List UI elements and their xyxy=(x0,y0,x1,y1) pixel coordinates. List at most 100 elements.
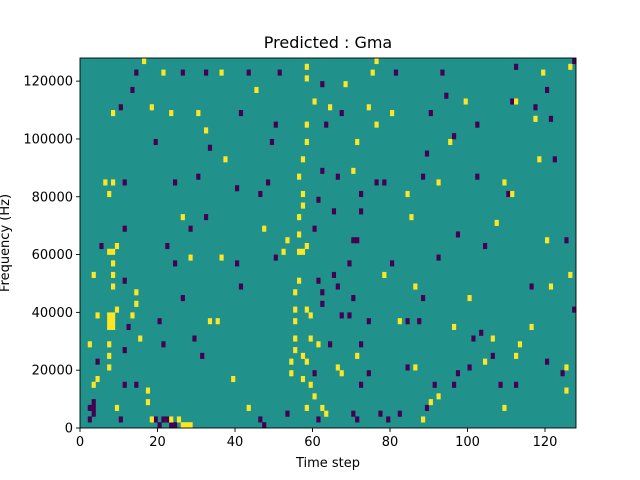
heatmap-cell xyxy=(161,416,166,423)
heatmap-cell xyxy=(448,138,453,146)
heatmap-cell xyxy=(293,318,298,325)
heatmap-cell xyxy=(421,173,426,180)
heatmap-cell xyxy=(300,352,306,359)
heatmap-cell xyxy=(204,127,209,134)
heatmap-cell xyxy=(111,323,116,331)
heatmap-cell xyxy=(204,214,209,221)
heatmap-cell xyxy=(304,358,309,365)
heatmap-cell xyxy=(122,381,127,388)
heatmap-cell xyxy=(285,237,290,244)
heatmap-cell xyxy=(440,69,445,76)
heatmap-cell xyxy=(114,404,120,411)
heatmap-cell xyxy=(107,352,112,359)
heatmap-cell xyxy=(130,312,135,319)
heatmap-cell xyxy=(297,173,302,180)
heatmap-cell xyxy=(436,254,441,261)
heatmap-cell xyxy=(161,69,166,76)
x-tick-label: 20 xyxy=(149,435,166,450)
heatmap-cell xyxy=(111,312,116,319)
heatmap-cell xyxy=(421,416,426,423)
heatmap-cell xyxy=(196,110,201,117)
heatmap-cell xyxy=(304,121,309,128)
heatmap-cell xyxy=(192,335,197,342)
heatmap-cell xyxy=(490,352,495,359)
heatmap-cell xyxy=(188,225,193,232)
heatmap-cell xyxy=(293,289,298,296)
heatmap-cell xyxy=(111,260,116,267)
heatmap-cell xyxy=(107,190,112,198)
heatmap-cell xyxy=(304,243,309,250)
heatmap-cell xyxy=(180,69,185,76)
heatmap-cell xyxy=(262,225,267,232)
heatmap-cell xyxy=(169,416,174,423)
heatmap-cell xyxy=(366,318,371,325)
heatmap-cell xyxy=(335,364,340,371)
heatmap-cell xyxy=(355,138,360,146)
heatmap-cell xyxy=(413,283,418,290)
heatmap-cell xyxy=(269,138,275,146)
heatmap-cell xyxy=(184,422,189,429)
heatmap-cell xyxy=(424,404,430,411)
heatmap-cell xyxy=(153,416,158,423)
heatmap-cell xyxy=(308,335,313,342)
x-tick-label: 60 xyxy=(304,435,321,450)
heatmap-cell xyxy=(134,289,139,296)
heatmap-cell xyxy=(142,58,147,65)
heatmap-cell xyxy=(374,179,379,186)
heatmap-cell xyxy=(134,69,139,76)
heatmap-background xyxy=(80,58,576,428)
heatmap-cell xyxy=(169,422,174,429)
heatmap-cell xyxy=(390,110,395,117)
heatmap-cell xyxy=(428,110,433,117)
heatmap-cell xyxy=(444,92,449,99)
heatmap-cell xyxy=(405,318,410,325)
heatmap-cell xyxy=(324,410,329,417)
heatmap-cell xyxy=(219,254,224,261)
heatmap-cell xyxy=(122,277,127,284)
heatmap-cell xyxy=(122,179,127,186)
heatmap-cell xyxy=(405,190,410,198)
heatmap-cell xyxy=(320,404,325,411)
heatmap-cell xyxy=(87,404,92,411)
heatmap-cell xyxy=(126,323,131,331)
heatmap-cell xyxy=(273,254,278,261)
heatmap-cell xyxy=(537,156,542,163)
heatmap-cell xyxy=(359,190,364,198)
heatmap-cell xyxy=(308,312,313,319)
heatmap-cell xyxy=(111,318,116,325)
heatmap-cell xyxy=(490,335,495,342)
heatmap-cell xyxy=(564,364,569,371)
heatmap-cell xyxy=(173,260,178,267)
heatmap-cell xyxy=(281,248,286,255)
heatmap-cell xyxy=(180,214,185,221)
heatmap-cell xyxy=(304,75,309,82)
heatmap-cell xyxy=(304,404,309,411)
heatmap-cell xyxy=(304,138,309,146)
heatmap-cell xyxy=(91,404,96,411)
x-tick-label: 40 xyxy=(227,435,244,450)
x-tick-label: 80 xyxy=(382,435,399,450)
heatmap-cell xyxy=(494,219,499,226)
heatmap-cell xyxy=(254,86,259,93)
heatmap-cell xyxy=(510,98,515,105)
heatmap-cell xyxy=(293,347,298,354)
heatmap-cells xyxy=(87,58,577,429)
y-tick-label: 120000 xyxy=(23,75,73,90)
heatmap-cell xyxy=(335,173,340,180)
heatmap-cell xyxy=(479,329,484,336)
heatmap-cell xyxy=(355,237,360,244)
heatmap-cell xyxy=(134,300,139,307)
heatmap-cell xyxy=(572,306,577,313)
heatmap-cell xyxy=(297,214,302,221)
heatmap-cell xyxy=(568,271,573,278)
heatmap-cell xyxy=(421,295,426,302)
heatmap-cell xyxy=(467,364,472,371)
heatmap-cell xyxy=(506,190,511,198)
heatmap-cell xyxy=(91,399,96,406)
heatmap-cell xyxy=(273,121,278,128)
heatmap-cell xyxy=(572,58,577,65)
heatmap-cell xyxy=(529,283,534,290)
heatmap-cell xyxy=(99,243,104,250)
heatmap-cell xyxy=(161,341,166,348)
